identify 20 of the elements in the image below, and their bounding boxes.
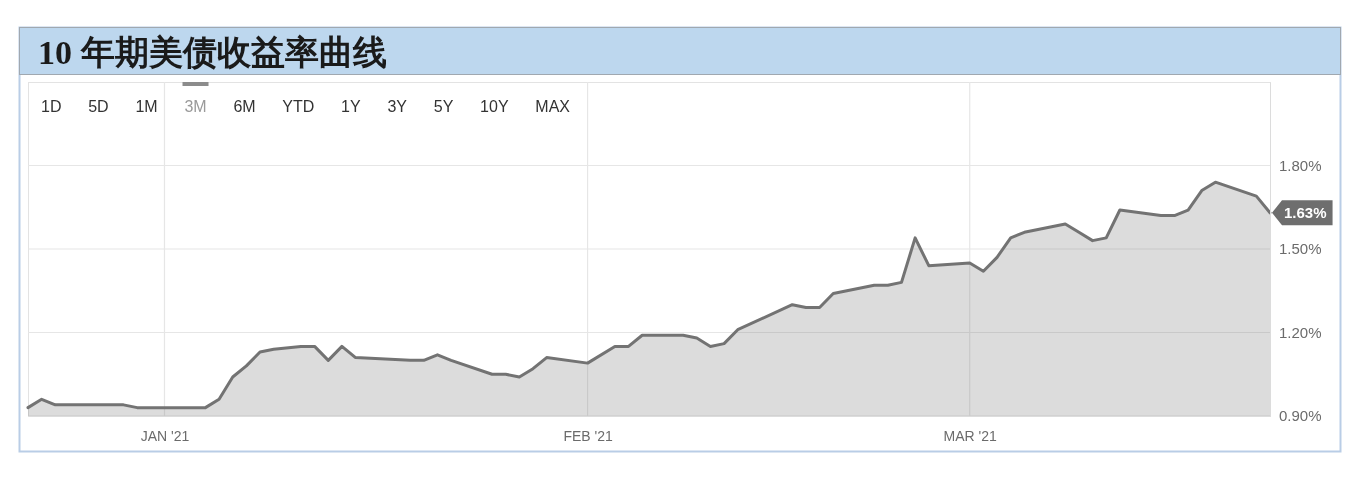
annotation: 5Y (433, 97, 454, 115)
annotation: 1Y (341, 97, 362, 115)
annotation: 1D (41, 97, 62, 115)
annotation: YTD (282, 97, 315, 115)
annotation: 3Y (387, 97, 408, 115)
annotation: 5D (88, 97, 109, 115)
y-tick-label: 1.80% (1279, 156, 1322, 174)
x-tick-label: MAR '21 (943, 427, 998, 444)
chart-title: 10 年期美债收益率曲线 (38, 34, 387, 71)
annotation: 10Y (480, 97, 509, 115)
data-label: 1.63% (1284, 204, 1327, 222)
x-tick-label: FEB '21 (563, 427, 613, 444)
y-tick-label: 1.20% (1279, 323, 1322, 341)
x-tick-label: JAN '21 (140, 427, 190, 444)
annotation: 3M (184, 97, 207, 115)
annotation: MAX (535, 97, 571, 115)
y-tick-label: 0.90% (1279, 407, 1322, 425)
annotation: 6M (233, 97, 256, 115)
y-tick-label: 1.50% (1279, 240, 1322, 258)
annotation: 1M (135, 97, 158, 115)
